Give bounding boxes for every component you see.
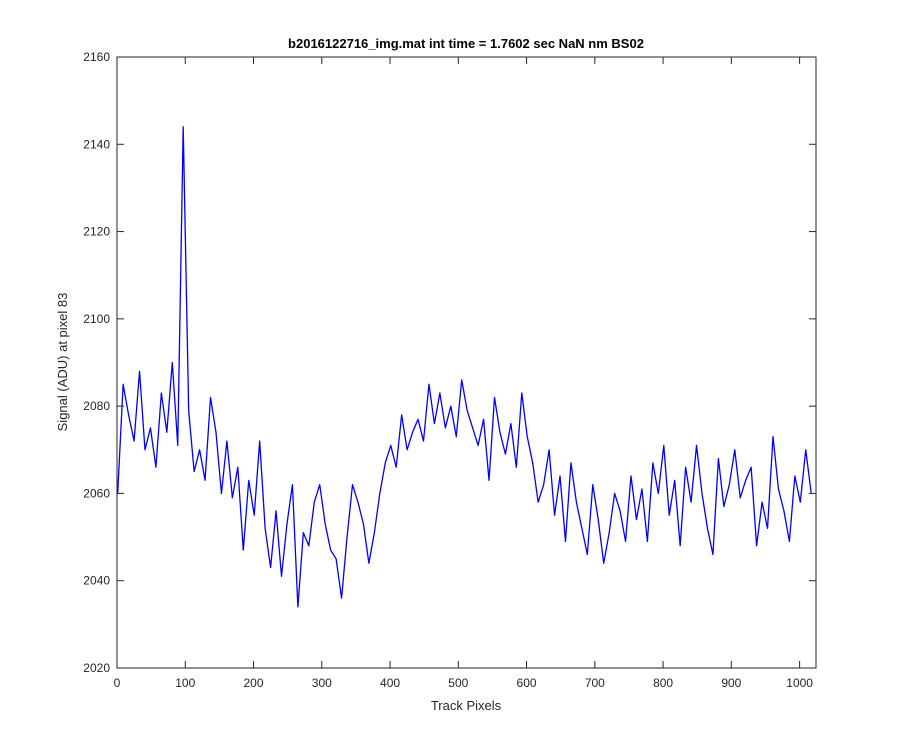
x-tick-label: 0 xyxy=(114,676,121,690)
x-tick-label: 1000 xyxy=(786,676,813,690)
chart-title: b2016122716_img.mat int time = 1.7602 se… xyxy=(288,36,644,51)
plot-frame xyxy=(116,56,817,669)
y-tick-label: 2100 xyxy=(83,312,110,326)
x-axis-label: Track Pixels xyxy=(431,698,502,713)
y-tick-label: 2160 xyxy=(83,50,110,64)
y-tick-label: 2120 xyxy=(83,225,110,239)
y-tick-label: 2020 xyxy=(83,661,110,675)
x-tick-label: 400 xyxy=(380,676,400,690)
y-tick-label: 2080 xyxy=(83,399,110,413)
x-tick-label: 300 xyxy=(312,676,332,690)
y-tick-label: 2060 xyxy=(83,486,110,500)
x-tick-label: 200 xyxy=(244,676,264,690)
y-tick-label: 2040 xyxy=(83,574,110,588)
x-tick-label: 900 xyxy=(721,676,741,690)
y-tick-label: 2140 xyxy=(83,137,110,151)
x-tick-label: 700 xyxy=(585,676,605,690)
x-tick-label: 600 xyxy=(517,676,537,690)
x-tick-label: 500 xyxy=(448,676,468,690)
series-line-1 xyxy=(117,126,812,608)
plot-background xyxy=(117,57,816,668)
x-tick-label: 800 xyxy=(653,676,673,690)
y-axis-label: Signal (ADU) at pixel 83 xyxy=(55,293,70,432)
x-tick-label: 100 xyxy=(175,676,195,690)
